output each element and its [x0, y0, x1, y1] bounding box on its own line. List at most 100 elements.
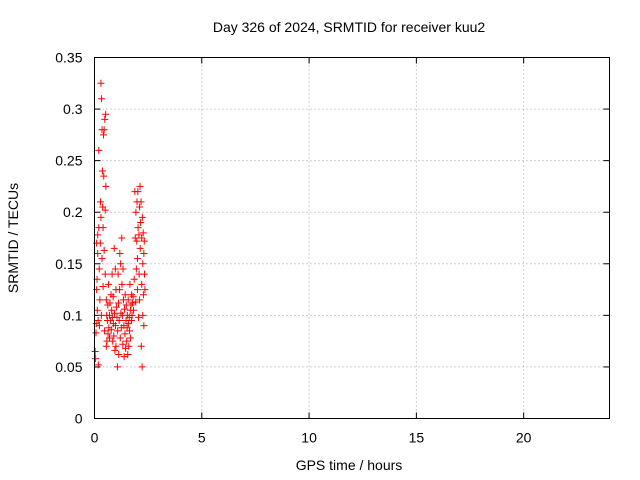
x-tick-label: 20: [516, 430, 532, 446]
data-point: [98, 255, 106, 263]
y-tick-label: 0.35: [55, 50, 82, 66]
x-axis-label: GPS time / hours: [296, 457, 403, 473]
data-point: [118, 234, 126, 242]
data-point: [139, 260, 147, 268]
data-point: [102, 342, 110, 350]
data-point: [117, 260, 125, 268]
data-point: [99, 224, 107, 232]
data-point: [102, 296, 110, 304]
y-axis-label: SRMTID / TECUs: [5, 183, 21, 293]
data-point: [92, 355, 100, 363]
data-point: [96, 239, 104, 247]
data-point: [139, 311, 147, 319]
data-point: [115, 351, 123, 359]
data-point: [97, 198, 105, 206]
data-point: [138, 213, 146, 221]
data-point: [121, 330, 129, 338]
data-point: [92, 329, 100, 337]
y-axis-ticks: 0 0.05 0.1 0.15 0.2 0.25 0.3 0.35: [55, 50, 610, 427]
data-point: [116, 334, 124, 342]
chart-title: Day 326 of 2024, SRMTID for receiver kuu…: [213, 19, 486, 35]
data-points: [91, 79, 149, 371]
data-point: [139, 291, 147, 299]
data-point: [95, 265, 103, 273]
data-point: [116, 249, 124, 257]
data-point: [136, 244, 144, 252]
x-axis-ticks: 0 5 10 15 20: [91, 57, 532, 446]
data-point: [110, 332, 118, 340]
data-point: [100, 126, 108, 134]
data-point: [137, 198, 145, 206]
data-point: [128, 299, 136, 307]
data-point: [114, 270, 122, 278]
data-point: [107, 326, 115, 334]
data-point: [101, 115, 109, 123]
data-point: [120, 353, 128, 361]
data-point: [129, 293, 137, 301]
data-point: [121, 305, 129, 313]
data-point: [104, 280, 112, 288]
data-point: [127, 334, 135, 342]
data-point: [126, 280, 134, 288]
data-point: [100, 131, 108, 139]
data-point: [109, 293, 117, 301]
data-point: [97, 79, 105, 87]
data-point: [110, 309, 118, 317]
data-point: [104, 330, 112, 338]
data-point: [94, 361, 102, 369]
data-point: [133, 255, 141, 263]
data-point: [109, 337, 117, 345]
data-point: [112, 303, 120, 311]
data-point: [124, 320, 132, 328]
data-point: [99, 282, 107, 290]
data-point: [125, 342, 133, 350]
y-tick-label: 0.2: [63, 204, 83, 220]
y-tick-label: 0.15: [55, 256, 82, 272]
data-point: [139, 229, 147, 237]
y-tick-label: 0.1: [63, 307, 83, 323]
data-point: [124, 296, 132, 304]
data-point: [95, 146, 103, 154]
data-point: [136, 296, 144, 304]
data-point: [137, 219, 145, 227]
data-point: [133, 286, 141, 294]
data-point: [127, 317, 135, 325]
data-point: [94, 249, 102, 257]
data-point: [101, 270, 109, 278]
data-point: [123, 337, 131, 345]
data-point: [132, 298, 140, 306]
data-point: [130, 275, 138, 283]
data-point: [108, 270, 116, 278]
data-point: [112, 322, 120, 330]
data-point: [133, 237, 141, 245]
data-point: [137, 342, 145, 350]
data-point: [102, 110, 110, 118]
x-tick-label: 10: [301, 430, 317, 446]
data-point: [132, 265, 140, 273]
data-point: [94, 317, 102, 325]
plot-frame: [94, 57, 610, 419]
data-point: [113, 363, 121, 371]
x-tick-label: 15: [409, 430, 425, 446]
data-point: [98, 95, 106, 103]
data-point: [125, 327, 133, 335]
data-point: [136, 182, 144, 190]
data-point: [111, 346, 119, 354]
data-point: [118, 280, 126, 288]
data-point: [140, 322, 148, 330]
data-point: [98, 167, 106, 175]
data-point: [134, 313, 142, 321]
data-point: [110, 244, 118, 252]
data-point: [136, 203, 144, 211]
data-point: [114, 327, 122, 335]
data-point: [119, 265, 127, 273]
data-point: [100, 246, 108, 254]
y-tick-label: 0.05: [55, 359, 82, 375]
data-point: [138, 280, 146, 288]
data-point: [128, 311, 136, 319]
y-tick-label: 0: [75, 411, 83, 427]
data-point: [94, 231, 102, 239]
data-point: [100, 172, 108, 180]
x-tick-label: 5: [198, 430, 206, 446]
